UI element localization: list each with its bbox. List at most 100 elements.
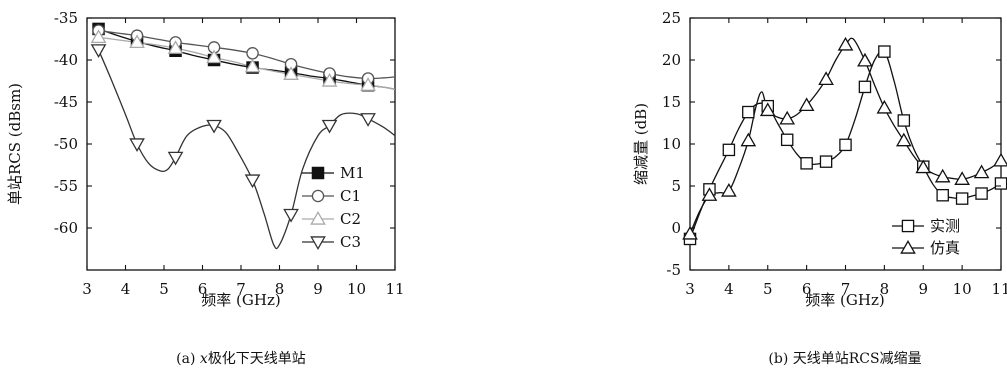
legend-marker xyxy=(311,166,325,180)
series-0-point xyxy=(722,143,736,157)
series-1-point xyxy=(954,171,970,185)
markers xyxy=(90,22,376,223)
legend: M1 C1 C2 C3 xyxy=(302,164,365,251)
series-2-point xyxy=(167,40,184,54)
x-tick-label: 7 xyxy=(841,280,851,298)
legend-label: C3 xyxy=(340,233,361,251)
series-1-point xyxy=(993,152,1007,167)
y-tick-label: 10 xyxy=(662,135,681,153)
legend-label: 实测 xyxy=(930,217,960,235)
x-tick-label: 4 xyxy=(121,280,131,298)
series-0-point xyxy=(975,187,988,200)
legend-label: C1 xyxy=(340,187,361,205)
x-axis-label: 频率 (GHz) xyxy=(201,291,280,309)
x-tick-label: 9 xyxy=(313,280,323,298)
series-2-point xyxy=(129,34,145,49)
series-0-point xyxy=(936,188,949,202)
series-line-1 xyxy=(690,37,1001,235)
series-1-point xyxy=(740,132,757,147)
y-axis-label: 单站RCS (dBsm) xyxy=(6,83,24,205)
y-tick-label: 15 xyxy=(662,93,681,111)
y-tick-label: 5 xyxy=(671,177,681,195)
series-2-point xyxy=(90,29,107,44)
x-tick-label: 11 xyxy=(385,280,404,298)
caption-rest: 极化下天线单站 xyxy=(208,351,306,367)
series-1-point xyxy=(721,183,737,197)
x-tick-label: 7 xyxy=(236,280,246,298)
y-ticks: -5 0 5 10 15 20 25 xyxy=(662,9,1001,279)
series-0-point xyxy=(878,45,891,58)
series-3-point xyxy=(244,174,261,189)
y-tick-label: -50 xyxy=(54,135,78,153)
markers xyxy=(682,36,1007,246)
curves xyxy=(690,37,1001,240)
series-1-point xyxy=(837,36,854,51)
legend-marker xyxy=(310,210,326,225)
y-tick-label: 20 xyxy=(662,51,681,69)
x-tick-label: 11 xyxy=(991,280,1007,298)
x-tick-label: 4 xyxy=(724,280,734,298)
caption-prefix: (b) xyxy=(768,351,792,367)
series-1-point xyxy=(798,97,815,112)
series-3-point xyxy=(129,138,145,153)
legend-label: C2 xyxy=(340,210,361,228)
series-2-point xyxy=(206,49,222,64)
series-1-point xyxy=(701,187,718,201)
legend-marker xyxy=(311,189,325,203)
y-tick-label: -5 xyxy=(666,261,681,279)
y-tick-label: -35 xyxy=(54,9,78,27)
x-tick-label: 10 xyxy=(953,280,972,298)
series-0-point xyxy=(955,192,969,205)
series-2-point xyxy=(360,77,376,91)
y-axis-label: 缩减量 (dB) xyxy=(632,103,650,185)
y-tick-label: 25 xyxy=(662,9,681,27)
series-0-point xyxy=(994,177,1007,190)
x-tick-label: 10 xyxy=(347,280,366,298)
series-3-point xyxy=(167,151,184,166)
caption-var: x xyxy=(200,351,208,367)
y-tick-label: -60 xyxy=(54,219,78,237)
series-1-point xyxy=(779,110,796,125)
series-1-point xyxy=(818,71,834,86)
series-1-point xyxy=(246,47,259,60)
legend-label: 仿真 xyxy=(930,239,960,257)
series-0-point xyxy=(897,114,911,127)
series-0-point xyxy=(742,105,755,119)
series-3-point xyxy=(360,113,376,127)
series-0-point xyxy=(839,138,852,152)
y-ticks: -35 -40 -45 -50 -55 -60 xyxy=(54,9,395,237)
series-3-point xyxy=(90,44,107,58)
series-0-point xyxy=(800,157,813,170)
series-1-point xyxy=(895,132,912,147)
x-tick-label: 3 xyxy=(82,280,92,298)
series-line-3 xyxy=(97,49,395,250)
y-tick-label: -40 xyxy=(54,51,78,69)
series-1-point xyxy=(682,225,698,240)
series-2-point xyxy=(321,72,338,87)
panel-a-rcs-chart: 3 4 5 6 7 8 9 10 11 -35-40-45-50-55-60 M1C1C2C3 … xyxy=(6,9,405,367)
x-tick-label: 9 xyxy=(918,280,928,298)
series-1-point xyxy=(876,99,893,114)
legend-label: M1 xyxy=(340,164,365,182)
x-axis-label: 频率 (GHz) xyxy=(805,291,884,309)
legend-marker xyxy=(901,219,915,233)
x-tick-label: 8 xyxy=(880,280,890,298)
series-3-point xyxy=(283,208,299,223)
series-1-point xyxy=(934,168,951,183)
x-tick-label: 6 xyxy=(198,280,208,298)
series-3-point xyxy=(321,119,338,134)
series-1-point xyxy=(759,102,776,117)
x-tick-label: 8 xyxy=(275,280,285,298)
y-tick-label: 0 xyxy=(671,219,681,237)
series-0-point xyxy=(780,133,794,147)
series-2-point xyxy=(283,66,299,80)
caption-prefix: (a) xyxy=(176,351,200,367)
x-ticks: 3 4 5 6 7 8 9 10 11 xyxy=(82,18,405,298)
series-3-point xyxy=(206,119,222,134)
series-0-point xyxy=(858,80,872,94)
series-1-point xyxy=(973,164,990,179)
x-tick-label: 5 xyxy=(763,280,773,298)
